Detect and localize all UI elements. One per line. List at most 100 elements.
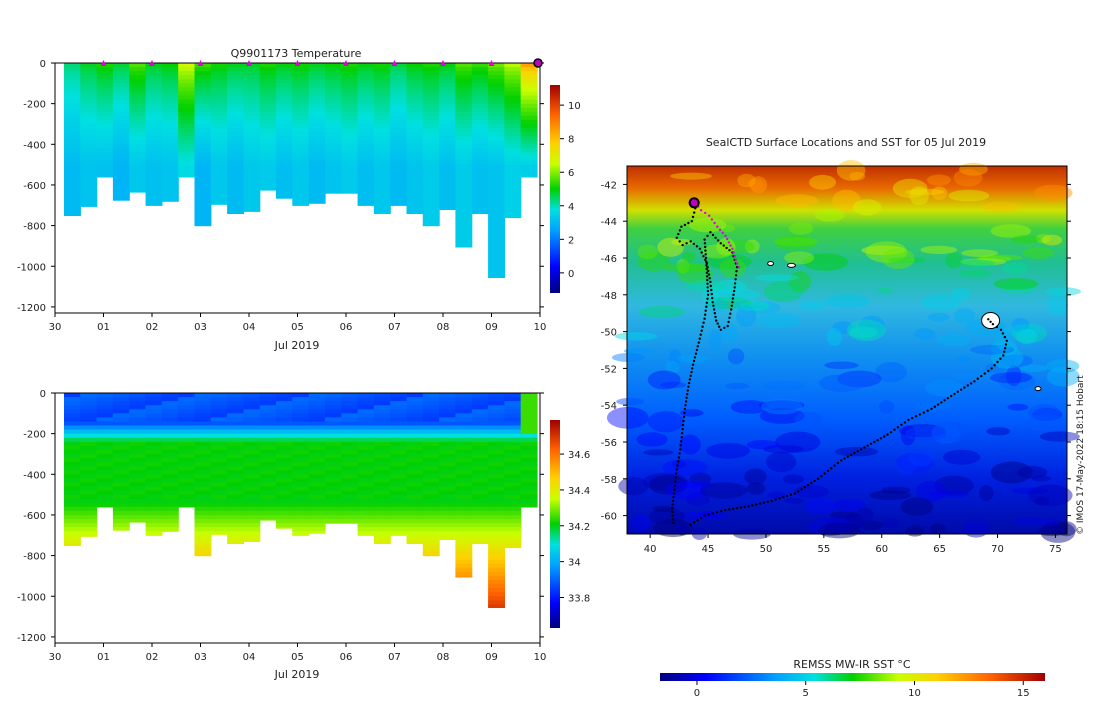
profile-cell: [520, 413, 538, 418]
profile-cell: [259, 421, 277, 427]
track-point: [719, 328, 722, 331]
profile-cell: [488, 551, 505, 557]
profile-cell: [422, 124, 440, 129]
track-point: [786, 494, 789, 498]
profile-cell: [455, 559, 473, 565]
profile-cell: [471, 445, 489, 451]
sst-patch: [665, 360, 680, 374]
profile-cell: [227, 95, 244, 101]
profile-cell: [357, 466, 375, 471]
profile-cell: [471, 140, 489, 145]
profile-cell: [488, 470, 505, 475]
profile-cell: [308, 458, 326, 463]
profile-cell: [471, 63, 489, 68]
island: [1034, 386, 1042, 392]
profile-cell: [325, 185, 342, 190]
profile-cell: [259, 99, 277, 105]
track-point: [889, 431, 893, 434]
profile-cell: [145, 482, 163, 488]
track-point: [943, 399, 946, 402]
profile-cell: [145, 462, 163, 467]
profile-cell: [161, 401, 179, 406]
profile-cell: [112, 156, 130, 162]
sst-patch: [721, 224, 735, 233]
profile-cell: [194, 79, 212, 84]
profile-cell: [129, 466, 147, 471]
profile-cell: [341, 160, 359, 166]
profile-cell: [422, 478, 440, 484]
profile-cell: [259, 393, 277, 398]
recent-track-point: [729, 244, 732, 247]
track-point: [671, 499, 675, 503]
y-tick-label: -400: [23, 470, 46, 481]
sst-patch: [869, 490, 911, 501]
profile-cell: [341, 128, 359, 133]
profile-cell: [455, 237, 473, 243]
profile-cell: [210, 466, 228, 471]
profile-cell: [161, 470, 179, 475]
profile-cell: [406, 458, 424, 463]
profile-cell: [276, 417, 293, 423]
profile-cell: [308, 111, 326, 117]
profile-cell: [292, 490, 310, 496]
recent-track-point: [724, 234, 727, 238]
profile-cell: [243, 401, 261, 406]
track-point: [735, 270, 738, 273]
profile-cell: [439, 405, 456, 410]
profile-cell: [325, 91, 342, 97]
profile-cell: [422, 213, 440, 219]
profile-cell: [292, 193, 310, 198]
profile-cell: [243, 176, 261, 182]
profile-cell: [145, 156, 163, 162]
profile-cell: [471, 83, 489, 88]
profile-cell: [488, 567, 505, 573]
profile-cell: [325, 478, 342, 484]
profile-cell: [520, 107, 538, 113]
track-point: [720, 510, 723, 513]
profile-cell: [161, 510, 179, 516]
profile-cell: [341, 176, 359, 182]
profile-cell: [471, 205, 489, 210]
profile-cell: [64, 148, 81, 154]
track-point: [696, 345, 699, 348]
profile-cell: [341, 437, 359, 443]
profile-cell: [357, 470, 375, 475]
sst-patch: [746, 482, 766, 495]
profile-cell: [373, 95, 391, 101]
profile-cell: [357, 193, 375, 198]
profile-cell: [308, 63, 326, 68]
track-point: [903, 421, 907, 424]
profile-cell: [178, 421, 196, 427]
profile-cell: [259, 397, 277, 402]
profile-cell: [422, 140, 440, 145]
profile-cell: [259, 176, 277, 182]
profile-cell: [488, 67, 505, 72]
profile-cell: [227, 466, 244, 471]
sst-patch: [677, 354, 708, 364]
profile-cell: [276, 494, 293, 500]
profile-cell: [64, 466, 81, 471]
profile-cell: [243, 209, 261, 212]
profile-cell: [292, 494, 310, 500]
profile-cell: [243, 437, 261, 443]
profile-cell: [80, 71, 98, 76]
profile-cell: [80, 413, 98, 418]
track-point: [733, 286, 736, 289]
track-point: [883, 435, 886, 438]
profile-cell: [129, 490, 147, 496]
profile-cell: [390, 168, 408, 174]
profile-cell: [96, 119, 114, 125]
profile-cell: [161, 441, 179, 447]
profile-cell: [455, 193, 473, 198]
profile-cell: [194, 148, 212, 154]
profile-cell: [80, 498, 98, 504]
profile-cell: [422, 531, 440, 536]
profile-cell: [455, 205, 473, 210]
profile-cell: [357, 417, 375, 423]
profile-cell: [64, 502, 81, 508]
profile-cell: [112, 111, 130, 117]
profile-cell: [178, 164, 196, 170]
profile-cell: [194, 462, 212, 467]
profile-cell: [194, 445, 212, 451]
profile-cell: [373, 185, 391, 190]
